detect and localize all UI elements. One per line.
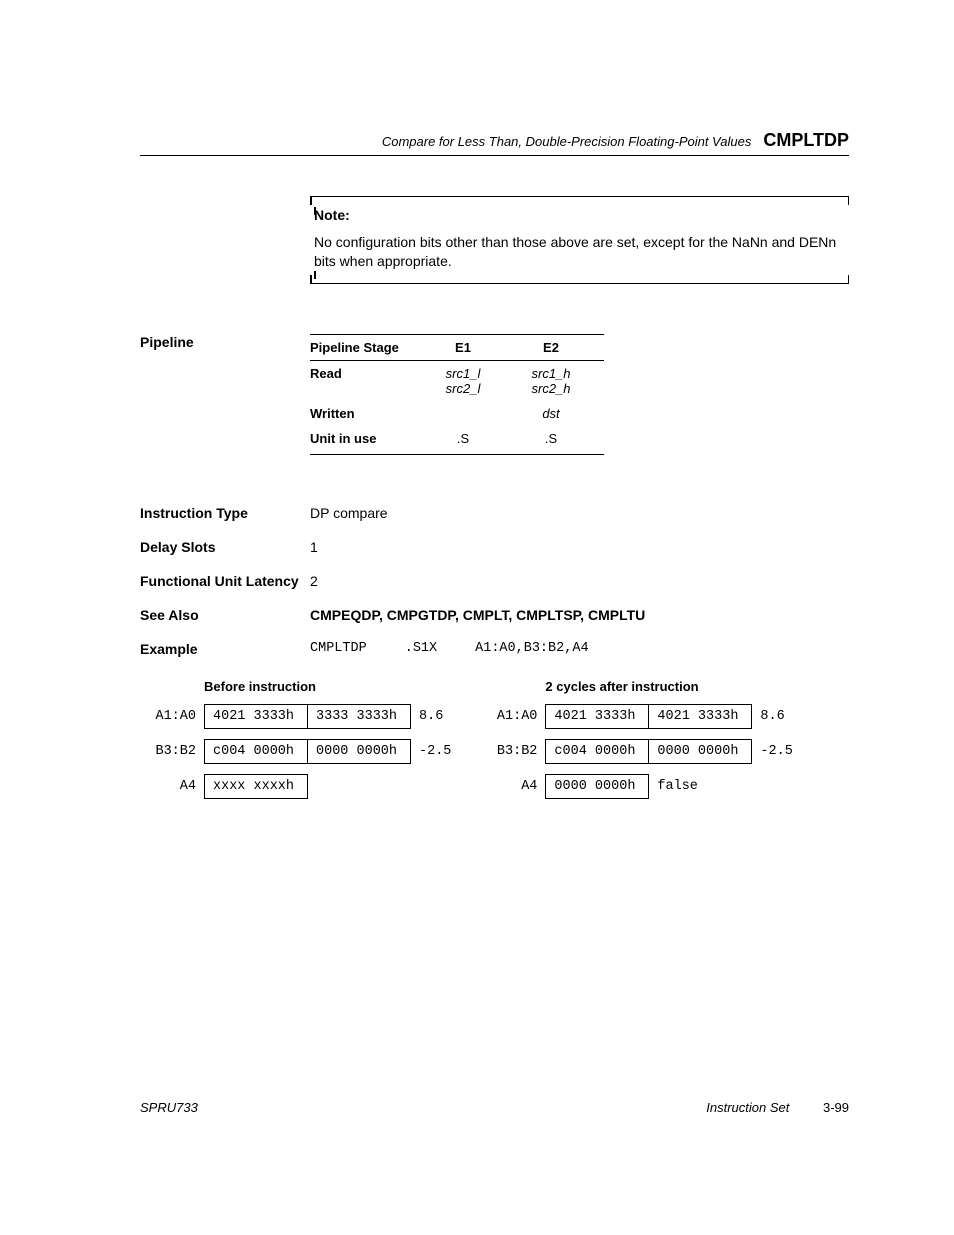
example-unit: .S1X [405, 641, 437, 656]
instruction-type-row: Instruction Type DP compare [140, 505, 849, 521]
example-args: A1:A0,B3:B2,A4 [475, 641, 588, 656]
note-box: Note: No configuration bits other than t… [310, 196, 849, 284]
before-label: Before instruction [204, 679, 451, 694]
footer-left: SPRU733 [140, 1100, 198, 1115]
example-row: Example CMPLTDP .S1X A1:A0,B3:B2,A4 [140, 641, 849, 657]
table-row: Read src1_lsrc2_l src1_hsrc2_h [310, 360, 604, 401]
reg-row: A1:A0 4021 3333h 3333 3333h 8.6 [140, 704, 451, 729]
reg-row: A4 xxxx xxxxh [140, 774, 451, 799]
see-also-row: See Also CMPEQDP, CMPGTDP, CMPLT, CMPLTS… [140, 607, 849, 623]
reg-row: A1:A0 4021 3333h 4021 3333h 8.6 [481, 704, 792, 729]
before-column: Before instruction A1:A0 4021 3333h 3333… [140, 679, 451, 809]
pipeline-section: Pipeline Pipeline Stage E1 E2 Read src1_… [140, 334, 849, 455]
pipeline-table: Pipeline Stage E1 E2 Read src1_lsrc2_l s… [310, 334, 604, 455]
header-subtitle: Compare for Less Than, Double-Precision … [382, 134, 751, 149]
after-label: 2 cycles after instruction [545, 679, 792, 694]
reg-row: A4 0000 0000h false [481, 774, 792, 799]
header-title: CMPLTDP [763, 130, 849, 151]
example-op: CMPLTDP [310, 641, 367, 656]
note-label: Note: [314, 207, 845, 223]
pipeline-h2: E2 [516, 334, 604, 360]
fu-latency-row: Functional Unit Latency 2 [140, 573, 849, 589]
footer-page: 3-99 [823, 1100, 849, 1115]
table-row: Unit in use .S .S [310, 426, 604, 455]
table-row: Written dst [310, 401, 604, 426]
pipeline-h0: Pipeline Stage [310, 334, 428, 360]
pipeline-label: Pipeline [140, 334, 310, 350]
footer-right: Instruction Set [706, 1100, 789, 1115]
page-footer: SPRU733 Instruction Set 3-99 [140, 1100, 849, 1115]
pipeline-h1: E1 [428, 334, 516, 360]
note-text: No configuration bits other than those a… [314, 233, 845, 271]
reg-row: B3:B2 c004 0000h 0000 0000h -2.5 [140, 739, 451, 764]
after-column: 2 cycles after instruction A1:A0 4021 33… [481, 679, 792, 809]
example-block: Before instruction A1:A0 4021 3333h 3333… [140, 679, 849, 809]
delay-slots-row: Delay Slots 1 [140, 539, 849, 555]
reg-row: B3:B2 c004 0000h 0000 0000h -2.5 [481, 739, 792, 764]
page-header: Compare for Less Than, Double-Precision … [140, 130, 849, 156]
